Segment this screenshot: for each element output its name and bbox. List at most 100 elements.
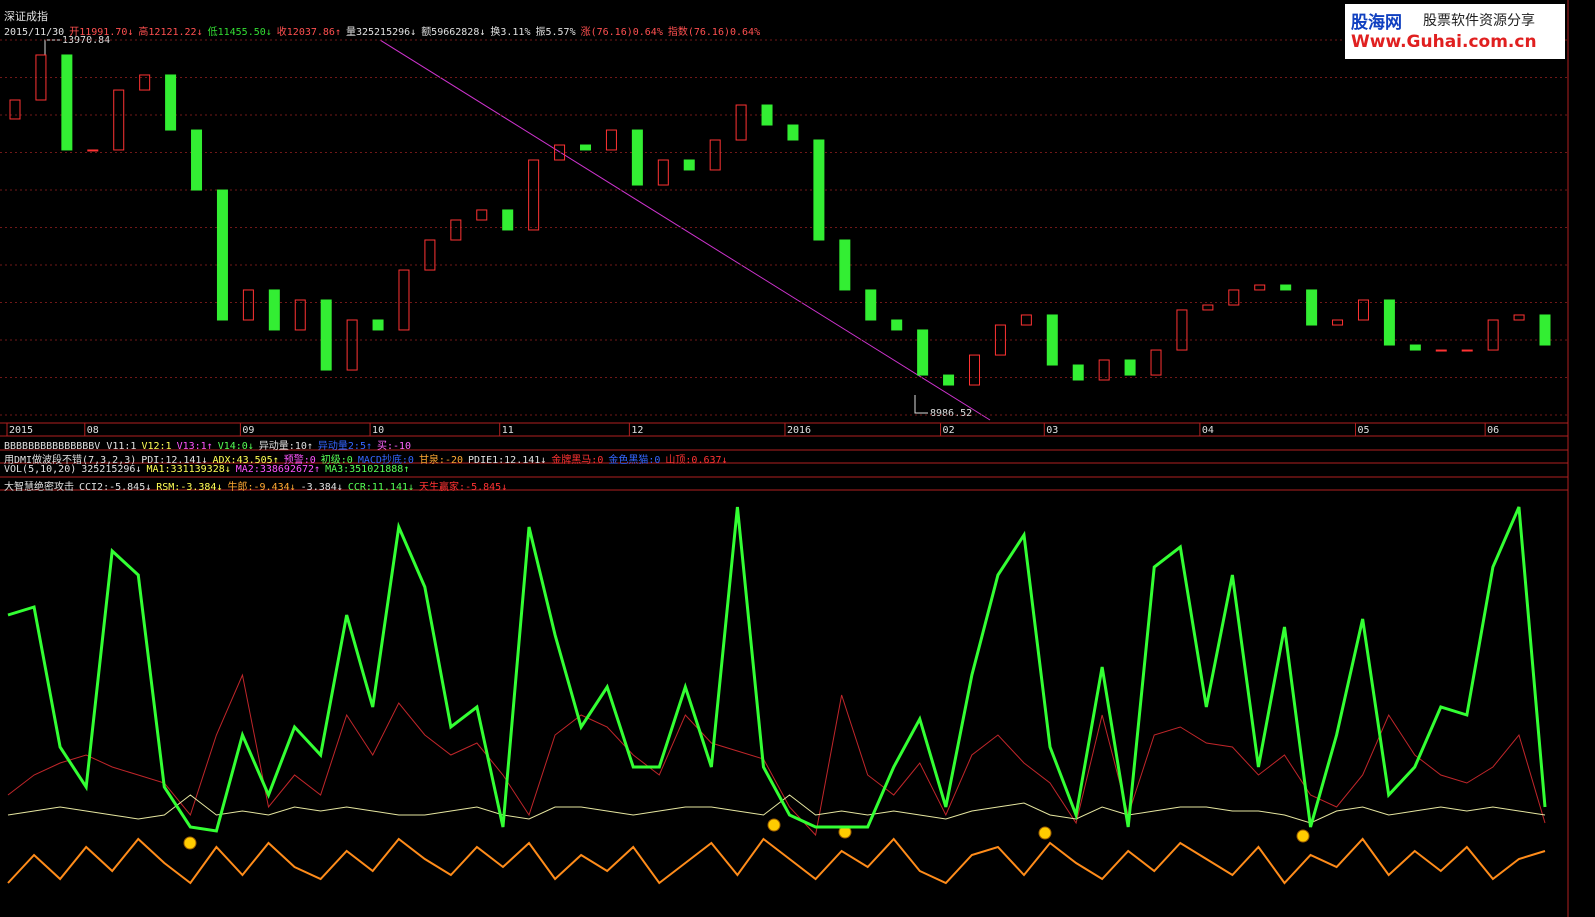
- label: 初级:0: [320, 454, 353, 466]
- label: CCR:11.141↓: [347, 481, 415, 493]
- label: 低11455.50↓: [207, 27, 272, 38]
- candle: [994, 324, 1006, 356]
- label: 牛郎:-9.434↓: [227, 481, 296, 493]
- label: 高12121.22↓: [138, 27, 203, 38]
- candle: [968, 354, 980, 386]
- label: BBBBBBBBBBBBBBBV V11:1: [4, 441, 137, 452]
- candle: [1513, 314, 1525, 321]
- label: RSM:-3.384↓: [156, 481, 223, 493]
- label: 2015/11/30: [4, 27, 65, 38]
- label: CCI2:-5.845↓: [79, 481, 152, 493]
- candle: [787, 124, 799, 141]
- candle: [709, 139, 721, 171]
- candle: [1461, 349, 1473, 352]
- x-tick-label: 12: [631, 425, 643, 436]
- candle: [1254, 284, 1266, 291]
- candle: [1435, 349, 1447, 352]
- label: VOL(5,10,20): [4, 464, 77, 475]
- candle: [1280, 284, 1292, 291]
- trend-line: [379, 39, 991, 421]
- candle: [1357, 299, 1369, 321]
- candle: [424, 239, 436, 271]
- candle: [87, 149, 99, 152]
- logo-slogan: 股票软件资源分享: [1423, 13, 1535, 29]
- label: 量325215296↓: [345, 27, 417, 38]
- title: 深证成指: [4, 10, 48, 23]
- candle: [554, 144, 566, 161]
- label: 收12037.86↑: [276, 27, 341, 38]
- label: 额59662828↓: [421, 27, 486, 38]
- candle: [580, 144, 592, 151]
- candle: [9, 99, 21, 120]
- logo-name: 股海网: [1351, 13, 1402, 33]
- candle: [372, 319, 384, 331]
- candle: [735, 104, 747, 141]
- candle: [813, 139, 825, 241]
- candle: [605, 129, 617, 151]
- quote-row: 2015/11/30 开11991.70↓ 高12121.22↓ 低11455.50↓…: [4, 23, 765, 38]
- x-tick-label: 2015: [9, 425, 33, 436]
- indicator-row: BBBBBBBBBBBBBBBV V11:1 V12:1 V13:1↑ V14:0↓ 异…: [4, 437, 416, 452]
- label: ADX:43.505↑: [212, 454, 279, 466]
- x-tick-label: 05: [1357, 425, 1369, 436]
- candle: [1046, 314, 1058, 366]
- candle: [502, 209, 514, 231]
- candle: [268, 289, 280, 331]
- x-tick-label: 02: [943, 425, 955, 436]
- leader: [44, 39, 60, 55]
- candle: [113, 89, 125, 151]
- x-tick-label: 10: [372, 425, 384, 436]
- candle: [1228, 289, 1240, 306]
- candle: [1539, 314, 1551, 346]
- candle: [320, 299, 332, 371]
- candle: [139, 74, 151, 91]
- indicator-row: 大智慧绝密攻击 CCI2:-5.845↓ RSM:-3.384↓ 牛郎:-9.434↓…: [4, 478, 512, 493]
- label: 大智慧绝密攻击: [4, 481, 74, 493]
- label: PDI:12.141↓: [141, 454, 208, 466]
- candle: [165, 74, 177, 131]
- candle: [891, 319, 903, 331]
- indicator-line: [7, 506, 1547, 833]
- candle: [657, 159, 669, 186]
- label: 甘泉:-20: [418, 454, 464, 466]
- candle: [683, 159, 695, 171]
- candle: [528, 159, 540, 231]
- candle: [943, 374, 955, 386]
- x-tick-label: 03: [1046, 425, 1058, 436]
- candle: [242, 289, 254, 321]
- label: MA1:331139328↓: [146, 464, 231, 475]
- label: 涨(76.16)0.64%: [580, 27, 663, 38]
- label: 山顶:0.637↓: [665, 454, 728, 466]
- candle: [450, 219, 462, 241]
- candle: [346, 319, 358, 371]
- candle: [191, 129, 203, 191]
- indicator-line: [7, 794, 1546, 824]
- candle: [917, 329, 929, 376]
- candle: [1202, 304, 1214, 311]
- candle: [865, 289, 877, 321]
- x-tick-label: 09: [242, 425, 254, 436]
- label: 换3.11%: [490, 27, 531, 38]
- indicator-row: VOL(5,10,20) 325215296↓ MA1:331139328↓ MA2:…: [4, 464, 414, 475]
- x-tick-label: 08: [87, 425, 99, 436]
- candle: [398, 269, 410, 331]
- label: 开11991.70↓: [69, 27, 134, 38]
- indicator-row: 用DMI做波段不错(7,3,2,3) PDI:12.141↓ ADX:43.505↑…: [4, 451, 733, 466]
- candle: [35, 54, 47, 101]
- x-tick-label: 11: [502, 425, 514, 436]
- label: MACD抄底:0: [357, 454, 414, 466]
- label: 买:-10: [377, 441, 412, 452]
- candle: [1332, 319, 1344, 326]
- candle: [294, 299, 306, 331]
- candle: [61, 54, 73, 151]
- candle: [761, 104, 773, 126]
- leader: [914, 395, 928, 414]
- candle: [1409, 344, 1421, 351]
- label: 金牌黑马:0: [551, 454, 604, 466]
- candle: [1383, 299, 1395, 346]
- candle: [839, 239, 851, 291]
- candle: [1150, 349, 1162, 376]
- candle: [216, 189, 228, 321]
